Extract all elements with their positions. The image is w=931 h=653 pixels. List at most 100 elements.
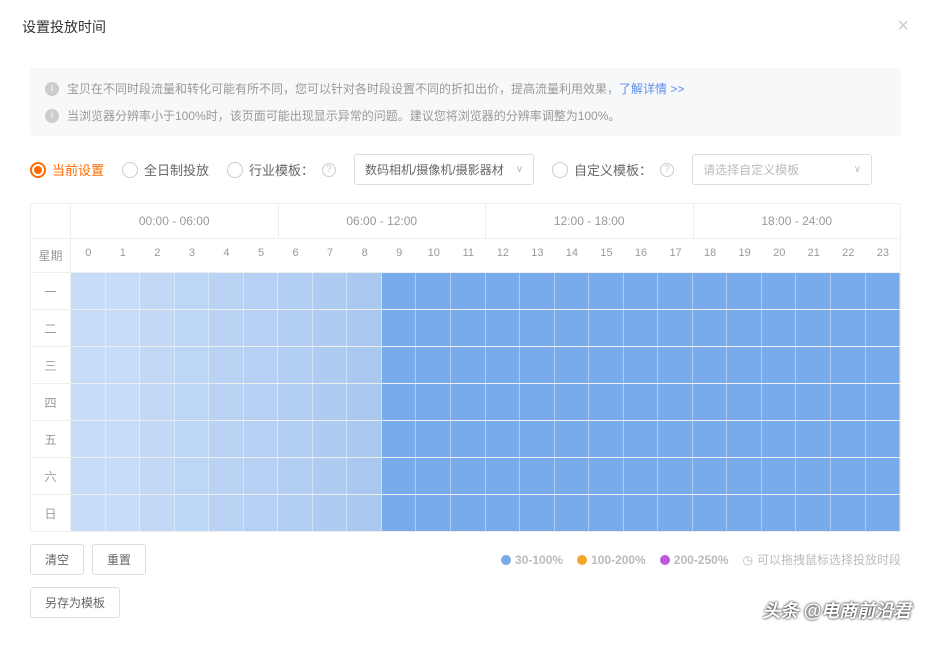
schedule-cell[interactable]: [416, 495, 451, 531]
schedule-cell[interactable]: [382, 273, 417, 309]
schedule-cell[interactable]: [416, 347, 451, 383]
schedule-cell[interactable]: [140, 347, 175, 383]
schedule-cell[interactable]: [727, 310, 762, 346]
schedule-cell[interactable]: [727, 421, 762, 457]
schedule-cell[interactable]: [693, 310, 728, 346]
industry-template-select[interactable]: 数码相机/摄像机/摄影器材 ∨: [354, 154, 534, 185]
schedule-cell[interactable]: [175, 347, 210, 383]
schedule-cell[interactable]: [589, 421, 624, 457]
schedule-cell[interactable]: [866, 384, 901, 420]
schedule-cell[interactable]: [866, 458, 901, 494]
schedule-cell[interactable]: [451, 310, 486, 346]
schedule-cell[interactable]: [347, 273, 382, 309]
schedule-cell[interactable]: [555, 310, 590, 346]
schedule-cell[interactable]: [866, 273, 901, 309]
close-icon[interactable]: ×: [897, 15, 909, 38]
schedule-cell[interactable]: [175, 273, 210, 309]
schedule-cell[interactable]: [71, 273, 106, 309]
schedule-cell[interactable]: [693, 273, 728, 309]
schedule-cell[interactable]: [727, 347, 762, 383]
schedule-cell[interactable]: [693, 458, 728, 494]
schedule-cell[interactable]: [175, 310, 210, 346]
schedule-cell[interactable]: [520, 458, 555, 494]
schedule-cell[interactable]: [658, 458, 693, 494]
schedule-cell[interactable]: [831, 273, 866, 309]
schedule-cell[interactable]: [140, 495, 175, 531]
schedule-cell[interactable]: [589, 273, 624, 309]
schedule-cell[interactable]: [762, 384, 797, 420]
schedule-cell[interactable]: [416, 310, 451, 346]
schedule-cell[interactable]: [866, 495, 901, 531]
radio-custom-template[interactable]: 自定义模板： ?: [552, 160, 674, 179]
schedule-cell[interactable]: [175, 495, 210, 531]
custom-template-select[interactable]: 请选择自定义模板 ∨: [692, 154, 872, 185]
schedule-cell[interactable]: [727, 384, 762, 420]
schedule-cell[interactable]: [313, 458, 348, 494]
schedule-cell[interactable]: [278, 347, 313, 383]
schedule-cell[interactable]: [106, 347, 141, 383]
schedule-cell[interactable]: [693, 384, 728, 420]
schedule-cell[interactable]: [313, 421, 348, 457]
schedule-cell[interactable]: [796, 310, 831, 346]
schedule-cell[interactable]: [762, 458, 797, 494]
schedule-cell[interactable]: [555, 273, 590, 309]
schedule-cell[interactable]: [796, 273, 831, 309]
schedule-cell[interactable]: [796, 495, 831, 531]
schedule-cell[interactable]: [486, 310, 521, 346]
schedule-cell[interactable]: [106, 384, 141, 420]
schedule-cell[interactable]: [658, 347, 693, 383]
schedule-cell[interactable]: [589, 310, 624, 346]
schedule-cell[interactable]: [555, 495, 590, 531]
reset-button[interactable]: 重置: [92, 544, 146, 575]
schedule-cell[interactable]: [486, 421, 521, 457]
schedule-cell[interactable]: [209, 347, 244, 383]
schedule-cell[interactable]: [106, 458, 141, 494]
schedule-cell[interactable]: [209, 273, 244, 309]
schedule-cell[interactable]: [278, 310, 313, 346]
schedule-cell[interactable]: [520, 495, 555, 531]
schedule-cell[interactable]: [658, 421, 693, 457]
schedule-cell[interactable]: [209, 384, 244, 420]
schedule-cell[interactable]: [762, 421, 797, 457]
schedule-cell[interactable]: [520, 421, 555, 457]
schedule-cell[interactable]: [762, 347, 797, 383]
schedule-cell[interactable]: [313, 347, 348, 383]
schedule-cell[interactable]: [693, 421, 728, 457]
schedule-cell[interactable]: [831, 495, 866, 531]
schedule-cell[interactable]: [382, 347, 417, 383]
schedule-cell[interactable]: [71, 384, 106, 420]
schedule-cell[interactable]: [589, 458, 624, 494]
schedule-cell[interactable]: [71, 495, 106, 531]
schedule-cell[interactable]: [140, 273, 175, 309]
schedule-cell[interactable]: [727, 458, 762, 494]
schedule-cell[interactable]: [831, 384, 866, 420]
radio-industry-template[interactable]: 行业模板： ?: [227, 160, 336, 179]
learn-more-link[interactable]: 了解详情 >>: [619, 80, 684, 97]
schedule-cell[interactable]: [796, 458, 831, 494]
schedule-cell[interactable]: [589, 495, 624, 531]
schedule-cell[interactable]: [486, 495, 521, 531]
schedule-cell[interactable]: [347, 458, 382, 494]
schedule-cell[interactable]: [71, 458, 106, 494]
schedule-cell[interactable]: [762, 310, 797, 346]
schedule-cell[interactable]: [244, 310, 279, 346]
schedule-cell[interactable]: [589, 384, 624, 420]
schedule-cell[interactable]: [831, 310, 866, 346]
schedule-cell[interactable]: [175, 384, 210, 420]
schedule-cell[interactable]: [347, 495, 382, 531]
schedule-cell[interactable]: [796, 421, 831, 457]
schedule-cell[interactable]: [796, 347, 831, 383]
schedule-cell[interactable]: [451, 458, 486, 494]
schedule-cell[interactable]: [313, 495, 348, 531]
schedule-cell[interactable]: [624, 384, 659, 420]
schedule-cell[interactable]: [347, 310, 382, 346]
schedule-cell[interactable]: [244, 458, 279, 494]
schedule-cell[interactable]: [658, 310, 693, 346]
schedule-cell[interactable]: [244, 495, 279, 531]
schedule-cell[interactable]: [278, 458, 313, 494]
schedule-cell[interactable]: [175, 458, 210, 494]
schedule-cell[interactable]: [71, 310, 106, 346]
schedule-cell[interactable]: [693, 347, 728, 383]
save-as-template-button[interactable]: 另存为模板: [30, 587, 120, 618]
schedule-cell[interactable]: [486, 273, 521, 309]
